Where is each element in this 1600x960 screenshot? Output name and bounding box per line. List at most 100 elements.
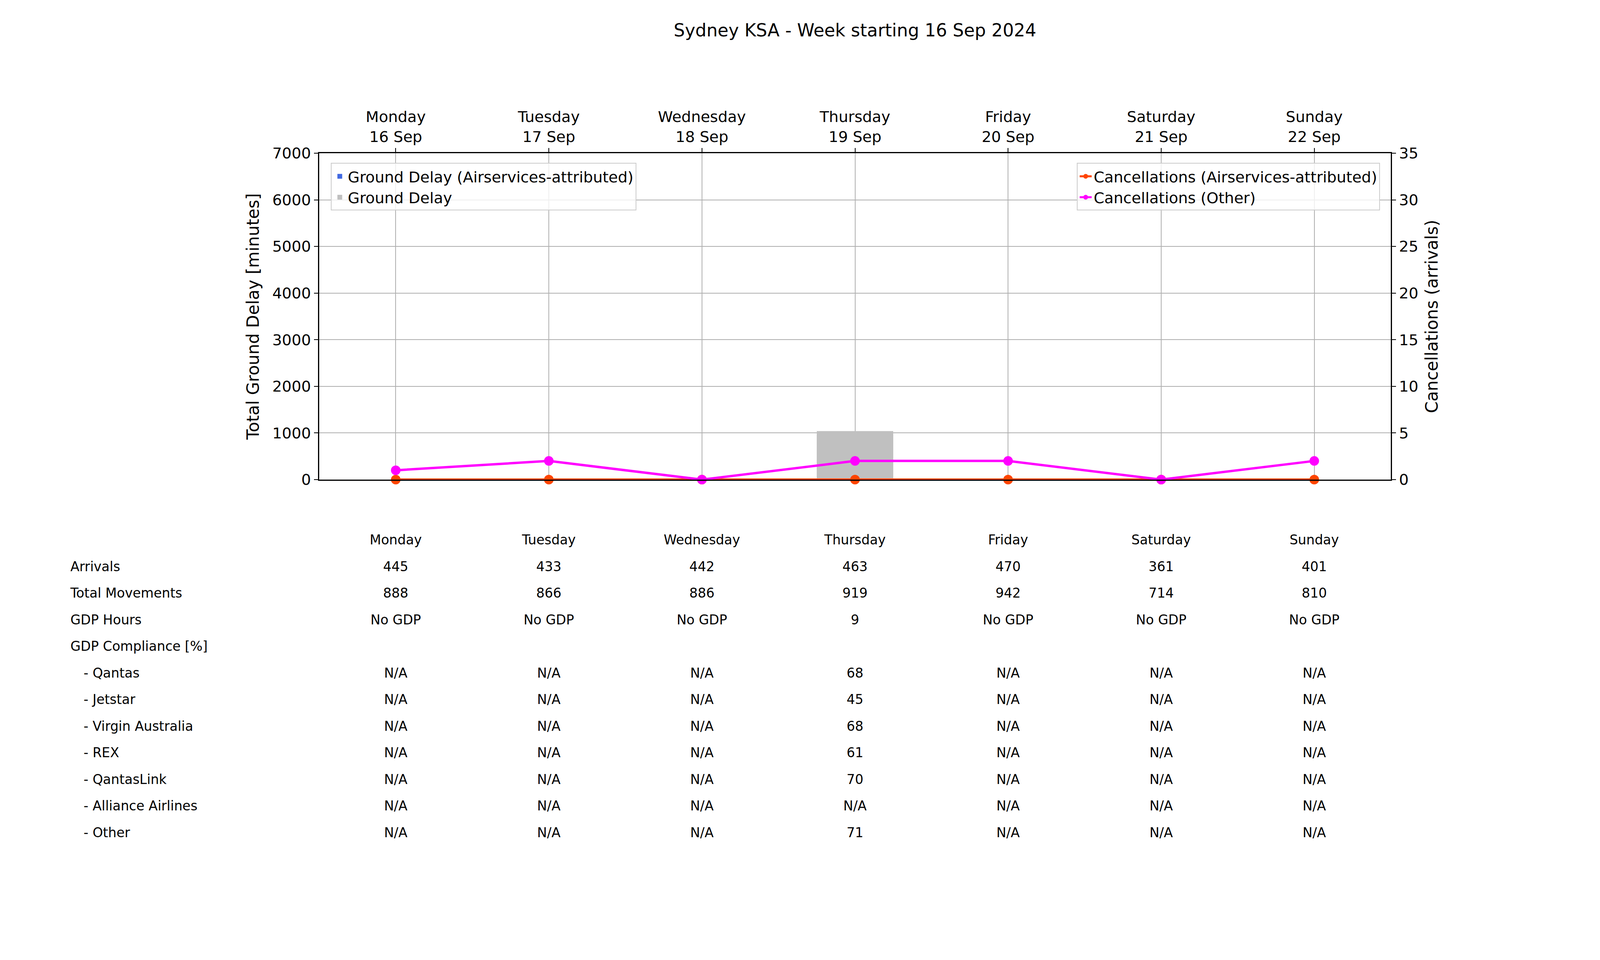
svg-text:4000: 4000 <box>272 284 312 302</box>
html-text:470: 470 <box>995 558 1021 575</box>
html-text:- Virgin Australia: - Virgin Australia <box>83 718 194 734</box>
svg-text:2000: 2000 <box>272 377 312 396</box>
html-text:- REX: - REX <box>83 744 120 761</box>
html-text:No GDP: No GDP <box>676 611 728 628</box>
html-text:68: 68 <box>846 665 864 681</box>
html-text:GDP Compliance [%]: GDP Compliance [%] <box>70 638 208 654</box>
html-text:942: 942 <box>995 585 1021 601</box>
svg-text:Saturday21 Sep: Saturday21 Sep <box>1126 108 1196 146</box>
html-text:Tuesday: Tuesday <box>521 532 576 548</box>
svg-text:Ground Delay (Airservices-attr: Ground Delay (Airservices-attributed) <box>347 168 634 186</box>
html-text:N/A: N/A <box>996 824 1020 841</box>
html-text:Thursday: Thursday <box>824 532 886 548</box>
html-text:- Other: - Other <box>83 824 131 841</box>
html-text:N/A: N/A <box>384 665 408 681</box>
svg-text:25: 25 <box>1399 237 1419 256</box>
svg-text:Cancellations (arrivals): Cancellations (arrivals) <box>1422 219 1442 414</box>
html-text:N/A: N/A <box>1149 824 1173 841</box>
svg-text:20: 20 <box>1399 284 1419 302</box>
html-text:714: 714 <box>1148 585 1174 601</box>
svg-text:6000: 6000 <box>272 191 312 209</box>
html-text:61: 61 <box>846 744 864 761</box>
html-text:N/A: N/A <box>690 665 714 681</box>
svg-text:3000: 3000 <box>272 331 312 349</box>
html-text:N/A: N/A <box>537 691 561 708</box>
html-text:N/A: N/A <box>1149 665 1173 681</box>
html-text:Wednesday: Wednesday <box>663 532 741 548</box>
svg-text:Tuesday17 Sep: Tuesday17 Sep <box>517 108 580 146</box>
html-text:No GDP: No GDP <box>982 611 1034 628</box>
html-text:886: 886 <box>689 585 715 601</box>
html-text:N/A: N/A <box>537 718 561 734</box>
html-text:No GDP: No GDP <box>1135 611 1187 628</box>
html-text:N/A: N/A <box>1302 824 1326 841</box>
html-text:N/A: N/A <box>690 691 714 708</box>
html-text:71: 71 <box>846 824 864 841</box>
html-text:433: 433 <box>536 558 562 575</box>
html-text:810: 810 <box>1301 585 1327 601</box>
html-text:N/A: N/A <box>384 824 408 841</box>
svg-text:0: 0 <box>1399 470 1409 489</box>
html-text:N/A: N/A <box>537 824 561 841</box>
html-text:45: 45 <box>846 691 864 708</box>
svg-text:0: 0 <box>301 470 311 489</box>
html-text:N/A: N/A <box>537 665 561 681</box>
html-text:N/A: N/A <box>384 691 408 708</box>
svg-text:35: 35 <box>1399 144 1419 162</box>
html-text:No GDP: No GDP <box>523 611 575 628</box>
html-text:Sunday: Sunday <box>1289 532 1339 548</box>
svg-text:30: 30 <box>1399 191 1419 209</box>
html-text:N/A: N/A <box>996 744 1020 761</box>
html-text:N/A: N/A <box>1149 691 1173 708</box>
html-text:N/A: N/A <box>537 744 561 761</box>
html-text:N/A: N/A <box>1149 744 1173 761</box>
html-text:N/A: N/A <box>690 824 714 841</box>
html-text:463: 463 <box>842 558 868 575</box>
svg-text:Friday20 Sep: Friday20 Sep <box>981 108 1035 146</box>
svg-text:Monday16 Sep: Monday16 Sep <box>365 108 426 146</box>
html-text:N/A: N/A <box>996 691 1020 708</box>
html-text:401: 401 <box>1301 558 1327 575</box>
html-text:Friday: Friday <box>988 532 1029 548</box>
html-text:Arrivals: Arrivals <box>70 558 121 575</box>
svg-text:Cancellations (Airservices-att: Cancellations (Airservices-attributed) <box>1093 168 1378 186</box>
html-text:N/A: N/A <box>1302 691 1326 708</box>
svg-text:7000: 7000 <box>272 144 312 162</box>
html-text:N/A: N/A <box>1149 718 1173 734</box>
svg-text:1000: 1000 <box>272 424 312 442</box>
html-text:N/A: N/A <box>996 665 1020 681</box>
html-text:N/A: N/A <box>690 718 714 734</box>
html-text:Total Movements: Total Movements <box>70 585 183 601</box>
html-text:888: 888 <box>383 585 409 601</box>
svg-text:Thursday19 Sep: Thursday19 Sep <box>819 108 891 146</box>
html-text:N/A: N/A <box>690 744 714 761</box>
html-text:- Qantas: - Qantas <box>83 665 140 681</box>
html-text:N/A: N/A <box>384 744 408 761</box>
html-text:919: 919 <box>842 585 868 601</box>
html-text:68: 68 <box>846 718 864 734</box>
html-text:866: 866 <box>536 585 562 601</box>
svg-text:Wednesday18 Sep: Wednesday18 Sep <box>658 108 746 146</box>
svg-text:Ground Delay: Ground Delay <box>347 189 452 207</box>
html-text:No GDP: No GDP <box>1289 611 1340 628</box>
html-text:Saturday: Saturday <box>1131 532 1191 548</box>
html-text:N/A: N/A <box>996 718 1020 734</box>
html-text:- Jetstar: - Jetstar <box>83 691 136 708</box>
html-text:Monday: Monday <box>369 532 422 548</box>
html-text:442: 442 <box>689 558 715 575</box>
html-text:No GDP: No GDP <box>370 611 421 628</box>
html-text:GDP Hours: GDP Hours <box>70 611 142 628</box>
svg-text:10: 10 <box>1399 377 1419 396</box>
svg-text:Total Ground Delay [minutes]: Total Ground Delay [minutes] <box>243 193 263 440</box>
svg-text:Sunday22 Sep: Sunday22 Sep <box>1286 108 1343 146</box>
html-text:N/A: N/A <box>1302 744 1326 761</box>
svg-text:15: 15 <box>1399 331 1419 349</box>
html-text:361: 361 <box>1148 558 1174 575</box>
svg-text:Cancellations (Other): Cancellations (Other) <box>1093 189 1256 207</box>
html-text:445: 445 <box>383 558 409 575</box>
svg-text:5000: 5000 <box>272 237 312 256</box>
svg-text:Sydney KSA - Week starting 16: Sydney KSA - Week starting 16 Sep 2024 <box>673 20 1036 41</box>
svg-text:5: 5 <box>1399 424 1409 442</box>
html-text:N/A: N/A <box>384 718 408 734</box>
html-text:N/A: N/A <box>1302 665 1326 681</box>
